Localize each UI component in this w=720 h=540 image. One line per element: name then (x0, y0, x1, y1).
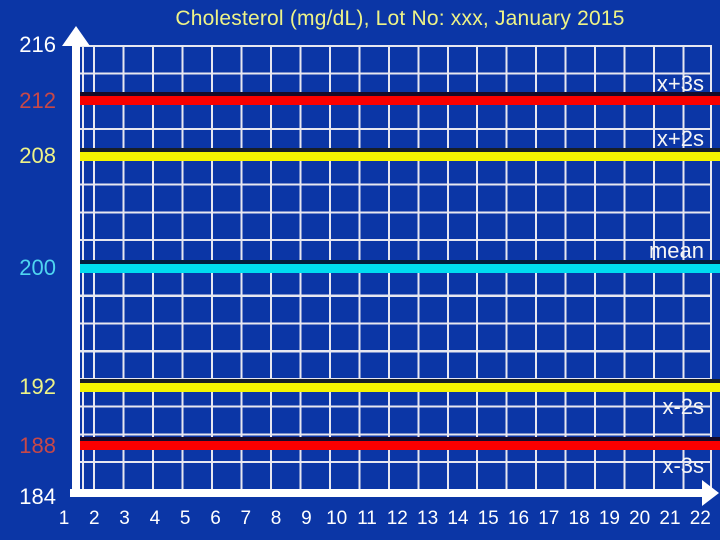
x-tick-label: 20 (629, 508, 651, 529)
control-line-label-x+3s: x+3s (656, 70, 704, 96)
x-tick-label: 21 (659, 508, 681, 529)
x-tick-label: 13 (417, 508, 439, 529)
x-tick-label: 4 (149, 508, 161, 529)
y-axis-arrowhead-icon (62, 26, 90, 46)
x-tick-label: 15 (477, 508, 499, 529)
y-tick-label: 212 (19, 87, 56, 113)
x-tick-label: 18 (568, 508, 590, 529)
x-tick-label: 9 (301, 508, 312, 529)
x-tick-label: 1 (58, 508, 70, 529)
x-tick-label: 22 (689, 508, 711, 529)
x-tick-label: 17 (538, 508, 560, 529)
x-tick-label: 19 (598, 508, 620, 529)
x-tick-label: 5 (179, 508, 191, 529)
control-line-label-mean: mean (648, 238, 704, 263)
x-tick-label: 10 (326, 508, 348, 529)
control-line-label-x-3s: x-3s (662, 452, 704, 478)
x-tick-label: 16 (507, 508, 530, 529)
y-tick-label: 184 (19, 484, 56, 509)
x-tick-label: 3 (119, 508, 130, 529)
y-tick-label: 208 (19, 143, 56, 168)
x-tick-label: 12 (386, 508, 408, 529)
y-tick-label: 192 (19, 374, 56, 399)
control-line-label-x-2s: x-2s (662, 394, 704, 419)
y-tick-label: 216 (19, 32, 56, 57)
control-line-x+2s (80, 147, 720, 161)
x-tick-label: 14 (447, 508, 469, 529)
x-tick-label: 2 (89, 508, 100, 529)
control-line-mean (80, 259, 720, 273)
x-axis-arrowhead-icon (702, 480, 719, 506)
x-axis (70, 489, 704, 497)
control-line-label-x+2s: x+2s (656, 126, 704, 151)
y-tick-label: 188 (19, 432, 56, 458)
x-tick-label: 11 (357, 508, 377, 529)
control-line-x-3s (80, 437, 720, 450)
chart-title: Cholesterol (mg/dL), Lot No: xxx, Januar… (175, 7, 625, 30)
control-line-x-2s (80, 378, 720, 392)
x-tick-label: 7 (240, 508, 252, 529)
y-tick-label: 200 (19, 255, 56, 280)
x-tick-label: 6 (210, 508, 221, 529)
control-line-x+3s (80, 92, 720, 105)
x-tick-label: 8 (270, 508, 282, 529)
y-axis (72, 40, 80, 497)
